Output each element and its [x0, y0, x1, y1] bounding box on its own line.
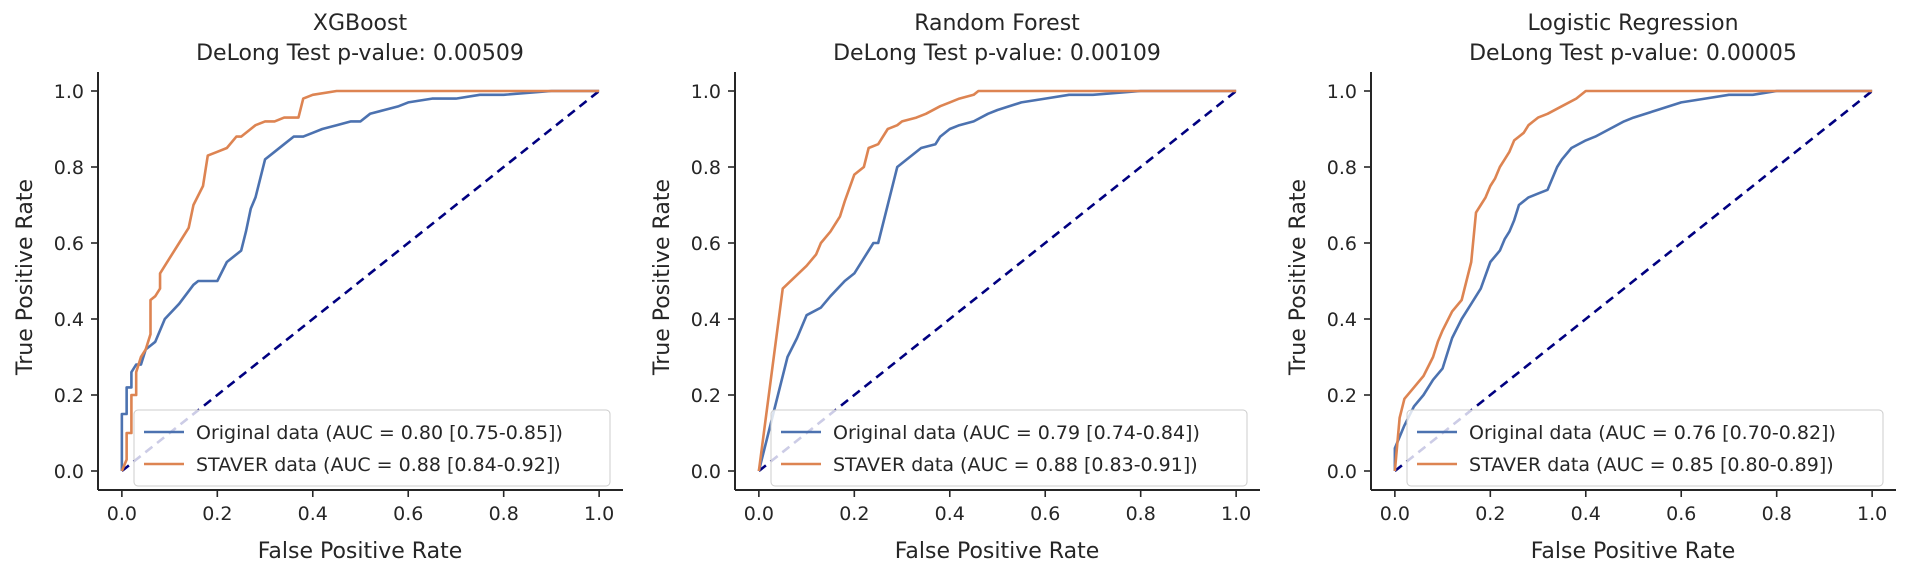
y-tick-label: 0.8	[1327, 157, 1357, 179]
panel-title: XGBoost	[313, 11, 408, 36]
legend-label-original: Original data (AUC = 0.76 [0.70-0.82])	[1469, 422, 1836, 444]
y-tick-label: 0.2	[54, 385, 84, 407]
y-tick-label: 0.4	[1327, 309, 1357, 331]
legend-frame	[133, 409, 611, 487]
x-tick-label: 0.8	[489, 503, 519, 525]
plot-area: 0.0 0.2 0.4 0.6 0.8 1.0 0.0 0.2 0.4 0.6 0.8 1.0	[691, 72, 1260, 525]
staver-roc-line	[1393, 89, 1873, 472]
x-tick-label: 1.0	[1857, 503, 1887, 525]
x-tick-label: 0.6	[1030, 503, 1060, 525]
staver-roc-line	[757, 89, 1237, 472]
legend-label-staver: STAVER data (AUC = 0.88 [0.84-0.92])	[196, 454, 561, 476]
y-axis-label: True Positive Rate	[1286, 179, 1311, 376]
x-tick-label: 0.4	[1571, 503, 1601, 525]
y-axis-label: True Positive Rate	[650, 179, 675, 376]
legend: Original data (AUC = 0.79 [0.74-0.84]) S…	[770, 409, 1248, 487]
roc-panel-xgboost: XGBoost DeLong Test p-value: 0.00509 0.0…	[13, 11, 623, 564]
legend: Original data (AUC = 0.76 [0.70-0.82]) S…	[1406, 409, 1884, 487]
panel-subtitle: DeLong Test p-value: 0.00005	[1469, 41, 1797, 66]
x-tick-label: 0.4	[298, 503, 328, 525]
legend-frame	[1406, 409, 1884, 487]
panel-subtitle: DeLong Test p-value: 0.00109	[833, 41, 1161, 66]
x-tick-label: 0.0	[744, 503, 774, 525]
x-tick-label: 0.4	[935, 503, 965, 525]
plot-area: 0.0 0.2 0.4 0.6 0.8 1.0 0.0 0.2 0.4 0.6 0.8 1.0	[1327, 72, 1896, 525]
y-tick-label: 1.0	[691, 81, 721, 103]
chance-diagonal-line	[121, 89, 600, 473]
y-tick-label: 0.4	[54, 309, 84, 331]
y-tick-label: 0.0	[691, 461, 721, 483]
chance-diagonal-line	[758, 89, 1237, 473]
plot-area: 0.0 0.2 0.4 0.6 0.8 1.0 0.0 0.2 0.4 0.6 0.8 1.0	[54, 72, 623, 525]
x-tick-label: 0.2	[202, 503, 232, 525]
y-tick-label: 1.0	[1327, 81, 1357, 103]
panel-title: Random Forest	[914, 11, 1080, 36]
legend-frame	[770, 409, 1248, 487]
x-axis-label: False Positive Rate	[895, 539, 1099, 564]
staver-roc-line	[120, 89, 600, 472]
panel-title: Logistic Regression	[1527, 11, 1738, 36]
y-tick-label: 0.0	[54, 461, 84, 483]
original-roc-line	[120, 89, 600, 471]
x-tick-label: 0.8	[1762, 503, 1792, 525]
panel-subtitle: DeLong Test p-value: 0.00509	[196, 41, 524, 66]
original-roc-line	[1393, 89, 1873, 471]
legend-label-original: Original data (AUC = 0.79 [0.74-0.84])	[833, 422, 1200, 444]
y-tick-label: 0.6	[54, 233, 84, 255]
y-axis-label: True Positive Rate	[13, 179, 38, 376]
legend-label-original: Original data (AUC = 0.80 [0.75-0.85])	[196, 422, 563, 444]
x-tick-label: 0.8	[1126, 503, 1156, 525]
y-tick-label: 0.8	[691, 157, 721, 179]
y-tick-label: 0.6	[691, 233, 721, 255]
legend-label-staver: STAVER data (AUC = 0.88 [0.83-0.91])	[833, 454, 1198, 476]
x-axis-label: False Positive Rate	[258, 539, 462, 564]
y-tick-label: 0.8	[54, 157, 84, 179]
x-tick-label: 0.2	[1475, 503, 1505, 525]
x-axis-label: False Positive Rate	[1531, 539, 1735, 564]
x-tick-label: 1.0	[1221, 503, 1251, 525]
y-tick-label: 0.4	[691, 309, 721, 331]
x-tick-label: 0.0	[107, 503, 137, 525]
legend-label-staver: STAVER data (AUC = 0.85 [0.80-0.89])	[1469, 454, 1834, 476]
y-tick-label: 0.6	[1327, 233, 1357, 255]
original-roc-line	[757, 89, 1237, 472]
roc-panel-logistic-regression: Logistic Regression DeLong Test p-value:…	[1286, 11, 1896, 564]
y-tick-label: 1.0	[54, 81, 84, 103]
x-tick-label: 0.2	[839, 503, 869, 525]
y-tick-label: 0.0	[1327, 461, 1357, 483]
legend: Original data (AUC = 0.80 [0.75-0.85]) S…	[133, 409, 611, 487]
roc-panel-random-forest: Random Forest DeLong Test p-value: 0.001…	[650, 11, 1260, 564]
x-tick-label: 1.0	[584, 503, 614, 525]
y-tick-label: 0.2	[691, 385, 721, 407]
chance-diagonal-line	[1394, 89, 1873, 473]
x-tick-label: 0.0	[1380, 503, 1410, 525]
y-tick-label: 0.2	[1327, 385, 1357, 407]
x-tick-label: 0.6	[1666, 503, 1696, 525]
x-tick-label: 0.6	[393, 503, 423, 525]
